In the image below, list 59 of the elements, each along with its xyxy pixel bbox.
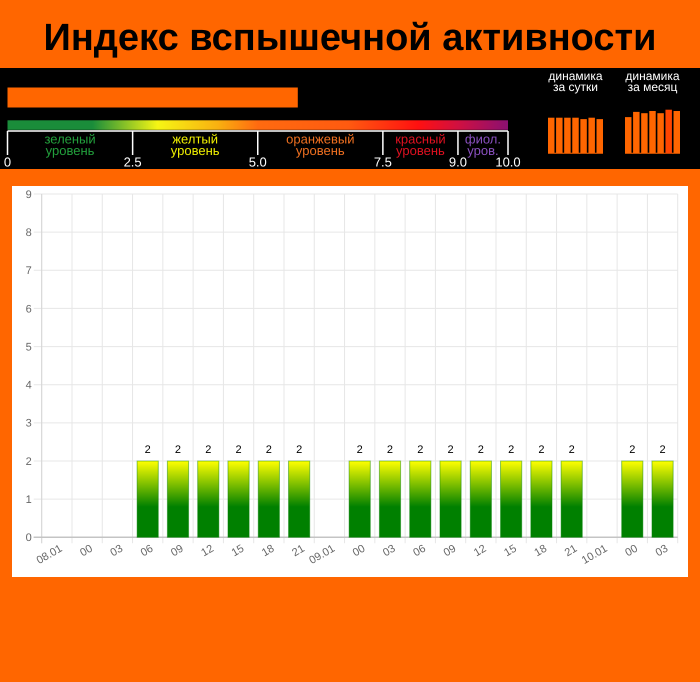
chart-title: динамика за месяц <box>625 69 680 94</box>
data-label: 2 <box>538 444 544 456</box>
chart-title: динамика за сутки <box>548 69 603 94</box>
data-label: 2 <box>417 444 424 456</box>
x-tick-label: 18 <box>260 542 276 560</box>
data-label: 2 <box>296 444 302 456</box>
x-tick-label: 12 <box>199 542 216 560</box>
x-tick-label: 0 <box>4 154 12 170</box>
x-tick-label: 15 <box>230 542 246 560</box>
x-tick-label: 2.5 <box>124 154 142 170</box>
x-tick-label: 21 <box>562 542 580 560</box>
y-tick-label: 3 <box>26 418 32 430</box>
x-tick-label: 06 <box>411 542 428 560</box>
x-tick-label: 12 <box>472 542 488 560</box>
text: оранжевый уровень <box>286 132 354 158</box>
x-tick-label: 09 <box>169 542 186 560</box>
x-tick-label: 5.0 <box>248 154 267 170</box>
data-label: 2 <box>235 444 242 456</box>
data-label: 2 <box>659 444 666 456</box>
x-tick-label: 08.01 <box>34 542 64 567</box>
bar <box>665 110 672 154</box>
x-tick-label: 21 <box>290 542 307 560</box>
x-tick-label: 00 <box>350 542 368 560</box>
data-label: 2 <box>174 444 182 456</box>
y-tick-label: 2 <box>26 456 32 468</box>
text: желтый уровень <box>170 132 220 158</box>
data-label: 2 <box>478 444 484 456</box>
x-tick-label: 03 <box>654 542 670 560</box>
x-tick-label: 06 <box>138 542 156 560</box>
y-tick-label: 6 <box>26 303 32 316</box>
y-tick-label: 8 <box>26 226 32 239</box>
x-tick-label: 00 <box>623 542 640 560</box>
data-label: 2 <box>508 444 514 456</box>
x-tick-label: 7.5 <box>374 154 392 170</box>
y-tick-label: 4 <box>26 380 32 392</box>
data-label: 2 <box>447 444 454 456</box>
x-tick-label: 03 <box>381 542 398 560</box>
data-label: 2 <box>266 444 272 456</box>
x-tick-label: 00 <box>78 542 95 560</box>
data-label: 2 <box>568 444 575 456</box>
y-tick-label: 5 <box>26 341 32 354</box>
x-tick-label: 09 <box>442 542 458 560</box>
data-label: 2 <box>386 444 394 456</box>
y-tick-label: 9 <box>26 188 32 201</box>
data-label: 2 <box>144 444 151 456</box>
y-tick-label: 1 <box>26 494 32 506</box>
x-tick-label: 03 <box>108 542 126 560</box>
data-label: 2 <box>629 444 636 456</box>
y-tick-label: 7 <box>26 265 32 278</box>
data-label: 2 <box>356 444 363 456</box>
chart-title: Индекс вспышечной активности <box>44 17 656 59</box>
data-label: 2 <box>205 444 212 456</box>
x-tick-label: 09.01 <box>307 542 338 567</box>
y-tick-label: 0 <box>26 532 32 544</box>
x-tick-label: 9.0 <box>448 154 467 170</box>
text: зеленый уровень <box>44 132 96 158</box>
text: красный уровень <box>395 132 446 158</box>
x-tick-label: 15 <box>502 542 519 560</box>
x-tick-label: 18 <box>532 542 550 560</box>
